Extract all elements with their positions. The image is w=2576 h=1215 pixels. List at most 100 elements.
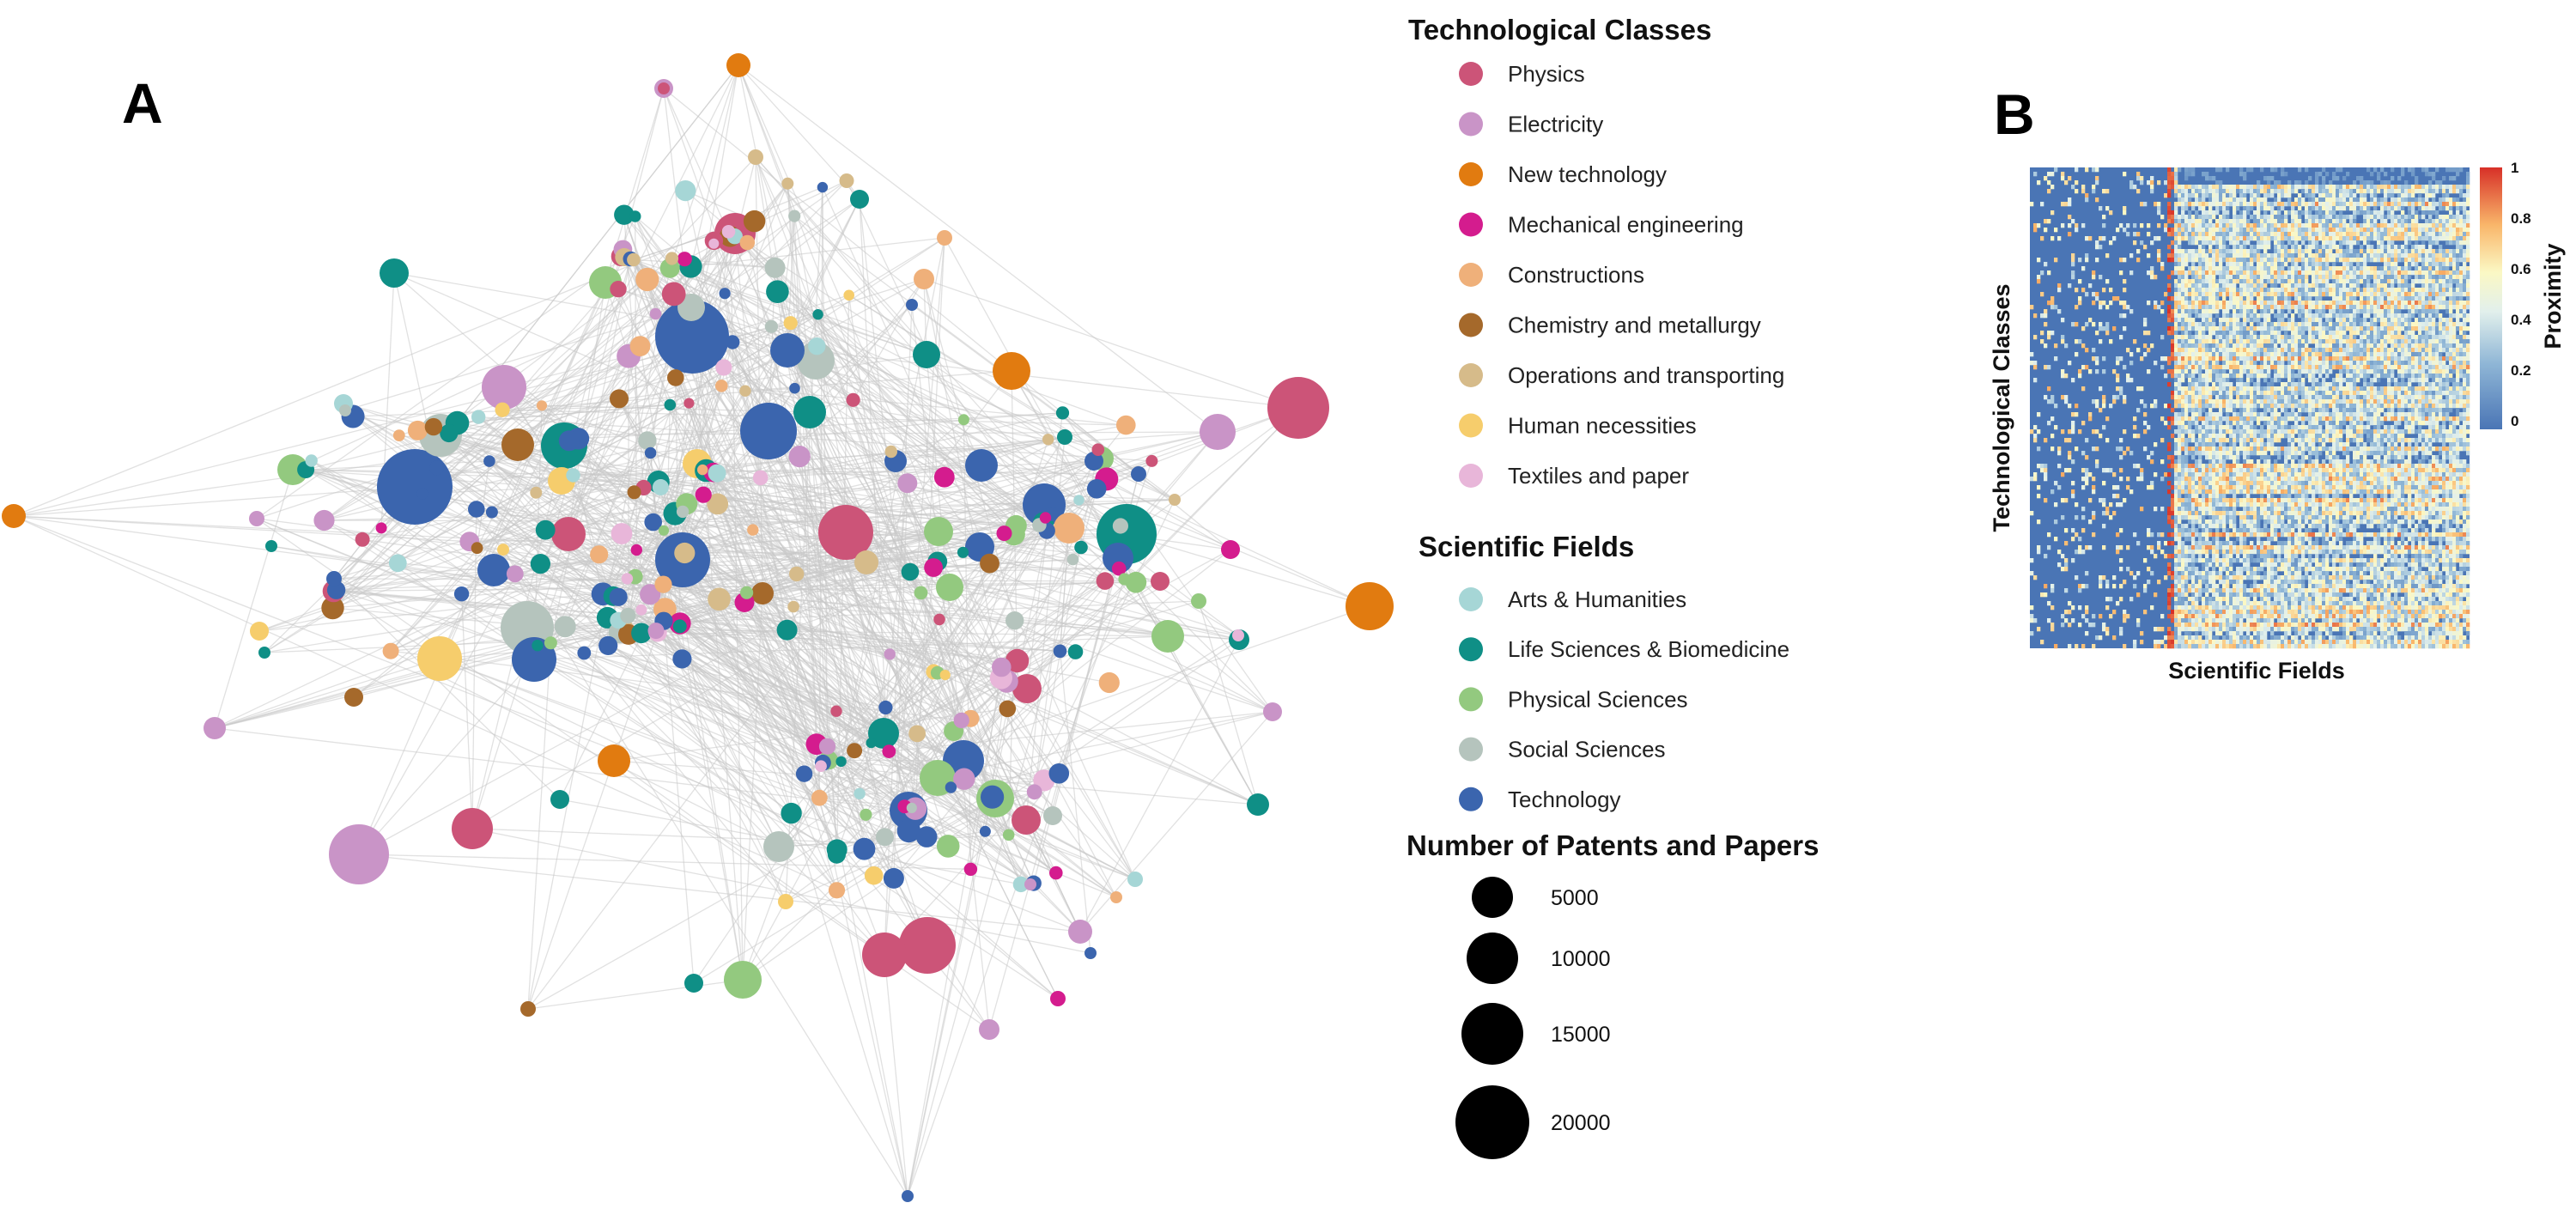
heatmap-cell xyxy=(2274,275,2278,280)
heatmap-cell xyxy=(2353,249,2357,254)
heatmap-cell xyxy=(2401,167,2405,173)
heatmap-cell xyxy=(2208,301,2213,306)
heatmap-cell xyxy=(2439,249,2443,254)
legend-tech-swatch xyxy=(1459,464,1483,488)
heatmap-cell xyxy=(2291,339,2295,344)
heatmap-cell xyxy=(2315,253,2319,258)
heatmap-cell xyxy=(2277,215,2281,220)
heatmap-cell xyxy=(2384,202,2388,207)
heatmap-cell xyxy=(2370,215,2374,220)
heatmap-cell xyxy=(2305,309,2309,314)
network-node xyxy=(748,149,763,165)
heatmap-cell xyxy=(2428,219,2433,224)
heatmap-cell xyxy=(2229,262,2233,267)
heatmap-cell xyxy=(2215,180,2220,185)
heatmap-cell xyxy=(2349,339,2354,344)
heatmap-cell xyxy=(2373,322,2378,327)
heatmap-cell xyxy=(2377,232,2381,237)
heatmap-cell xyxy=(2260,301,2264,306)
heatmap-cell xyxy=(2301,309,2306,314)
network-node xyxy=(1048,763,1070,784)
heatmap-cell xyxy=(2229,249,2233,254)
heatmap-cell xyxy=(2226,266,2230,271)
heatmap-cell xyxy=(2195,339,2199,344)
heatmap-cell xyxy=(2463,301,2467,306)
heatmap-cell xyxy=(2452,176,2457,181)
heatmap-cell xyxy=(2212,197,2216,203)
heatmap-cell xyxy=(2202,288,2206,293)
heatmap-cell xyxy=(2198,326,2202,331)
heatmap-cell xyxy=(2239,210,2244,216)
heatmap-cell xyxy=(2360,326,2364,331)
heatmap-cell xyxy=(2229,331,2233,336)
heatmap-cell xyxy=(2198,322,2202,327)
heatmap-cell xyxy=(2366,296,2371,301)
heatmap-cell xyxy=(2397,279,2402,284)
heatmap-cell xyxy=(2356,210,2360,216)
heatmap-cell xyxy=(2195,193,2199,198)
heatmap-cell xyxy=(2428,236,2433,241)
heatmap-cell xyxy=(2322,258,2326,263)
heatmap-cell xyxy=(2342,202,2347,207)
network-node xyxy=(1232,629,1244,641)
heatmap-cell xyxy=(2366,326,2371,331)
heatmap-cell xyxy=(2064,202,2069,207)
heatmap-cell xyxy=(2075,223,2079,228)
network-edge xyxy=(639,345,744,981)
heatmap-cell xyxy=(2257,343,2261,349)
heatmap-cell xyxy=(2325,343,2330,349)
heatmap-cell xyxy=(2233,249,2237,254)
heatmap-cell xyxy=(2408,301,2412,306)
heatmap-cell xyxy=(2339,335,2343,340)
heatmap-cell xyxy=(2415,348,2419,353)
heatmap-cell xyxy=(2202,189,2206,194)
heatmap-cell xyxy=(2188,223,2192,228)
heatmap-cell xyxy=(2325,202,2330,207)
heatmap-cell xyxy=(2136,249,2141,254)
heatmap-cell xyxy=(2239,275,2244,280)
heatmap-cell xyxy=(2391,339,2395,344)
heatmap-cell xyxy=(2432,185,2436,190)
heatmap-cell xyxy=(2212,331,2216,336)
heatmap-cell xyxy=(2315,223,2319,228)
heatmap-cell xyxy=(2325,210,2330,216)
heatmap-cell xyxy=(2263,288,2268,293)
heatmap-cell xyxy=(2312,240,2316,246)
heatmap-cell xyxy=(2360,305,2364,310)
heatmap-cell xyxy=(2418,270,2422,276)
heatmap-cell xyxy=(2428,352,2433,357)
network-node xyxy=(1005,611,1024,630)
heatmap-cell xyxy=(2263,343,2268,349)
heatmap-cell xyxy=(2277,331,2281,336)
heatmap-cell xyxy=(2305,202,2309,207)
heatmap-cell xyxy=(2329,206,2333,211)
heatmap-cell xyxy=(2277,279,2281,284)
heatmap-cell xyxy=(2219,283,2223,289)
network-node xyxy=(658,525,670,536)
heatmap-cell xyxy=(2212,361,2216,366)
heatmap-cell xyxy=(2301,305,2306,310)
heatmap-cell xyxy=(2449,202,2453,207)
heatmap-cell xyxy=(2171,176,2175,181)
heatmap-cell xyxy=(2411,288,2415,293)
heatmap-cell xyxy=(2418,313,2422,319)
heatmap-cell xyxy=(2092,348,2096,353)
network-edge xyxy=(657,460,1095,634)
heatmap-cell xyxy=(2346,296,2350,301)
heatmap-cell xyxy=(2188,352,2192,357)
network-node xyxy=(380,258,409,288)
heatmap-cell xyxy=(2267,343,2271,349)
heatmap-panel: Technological Classes Scientific Fields … xyxy=(1989,160,2566,683)
network-node xyxy=(675,180,696,202)
heatmap-cell xyxy=(2428,210,2433,216)
heatmap-cell xyxy=(2301,228,2306,233)
heatmap-cell xyxy=(2270,275,2275,280)
heatmap-cell xyxy=(2322,335,2326,340)
heatmap-cell xyxy=(2466,189,2470,194)
heatmap-cell xyxy=(2425,343,2429,349)
heatmap-cell xyxy=(2243,185,2247,190)
heatmap-cell xyxy=(2205,301,2209,306)
heatmap-cell xyxy=(2260,348,2264,353)
heatmap-cell xyxy=(2456,258,2460,263)
heatmap-cell xyxy=(2318,245,2323,250)
